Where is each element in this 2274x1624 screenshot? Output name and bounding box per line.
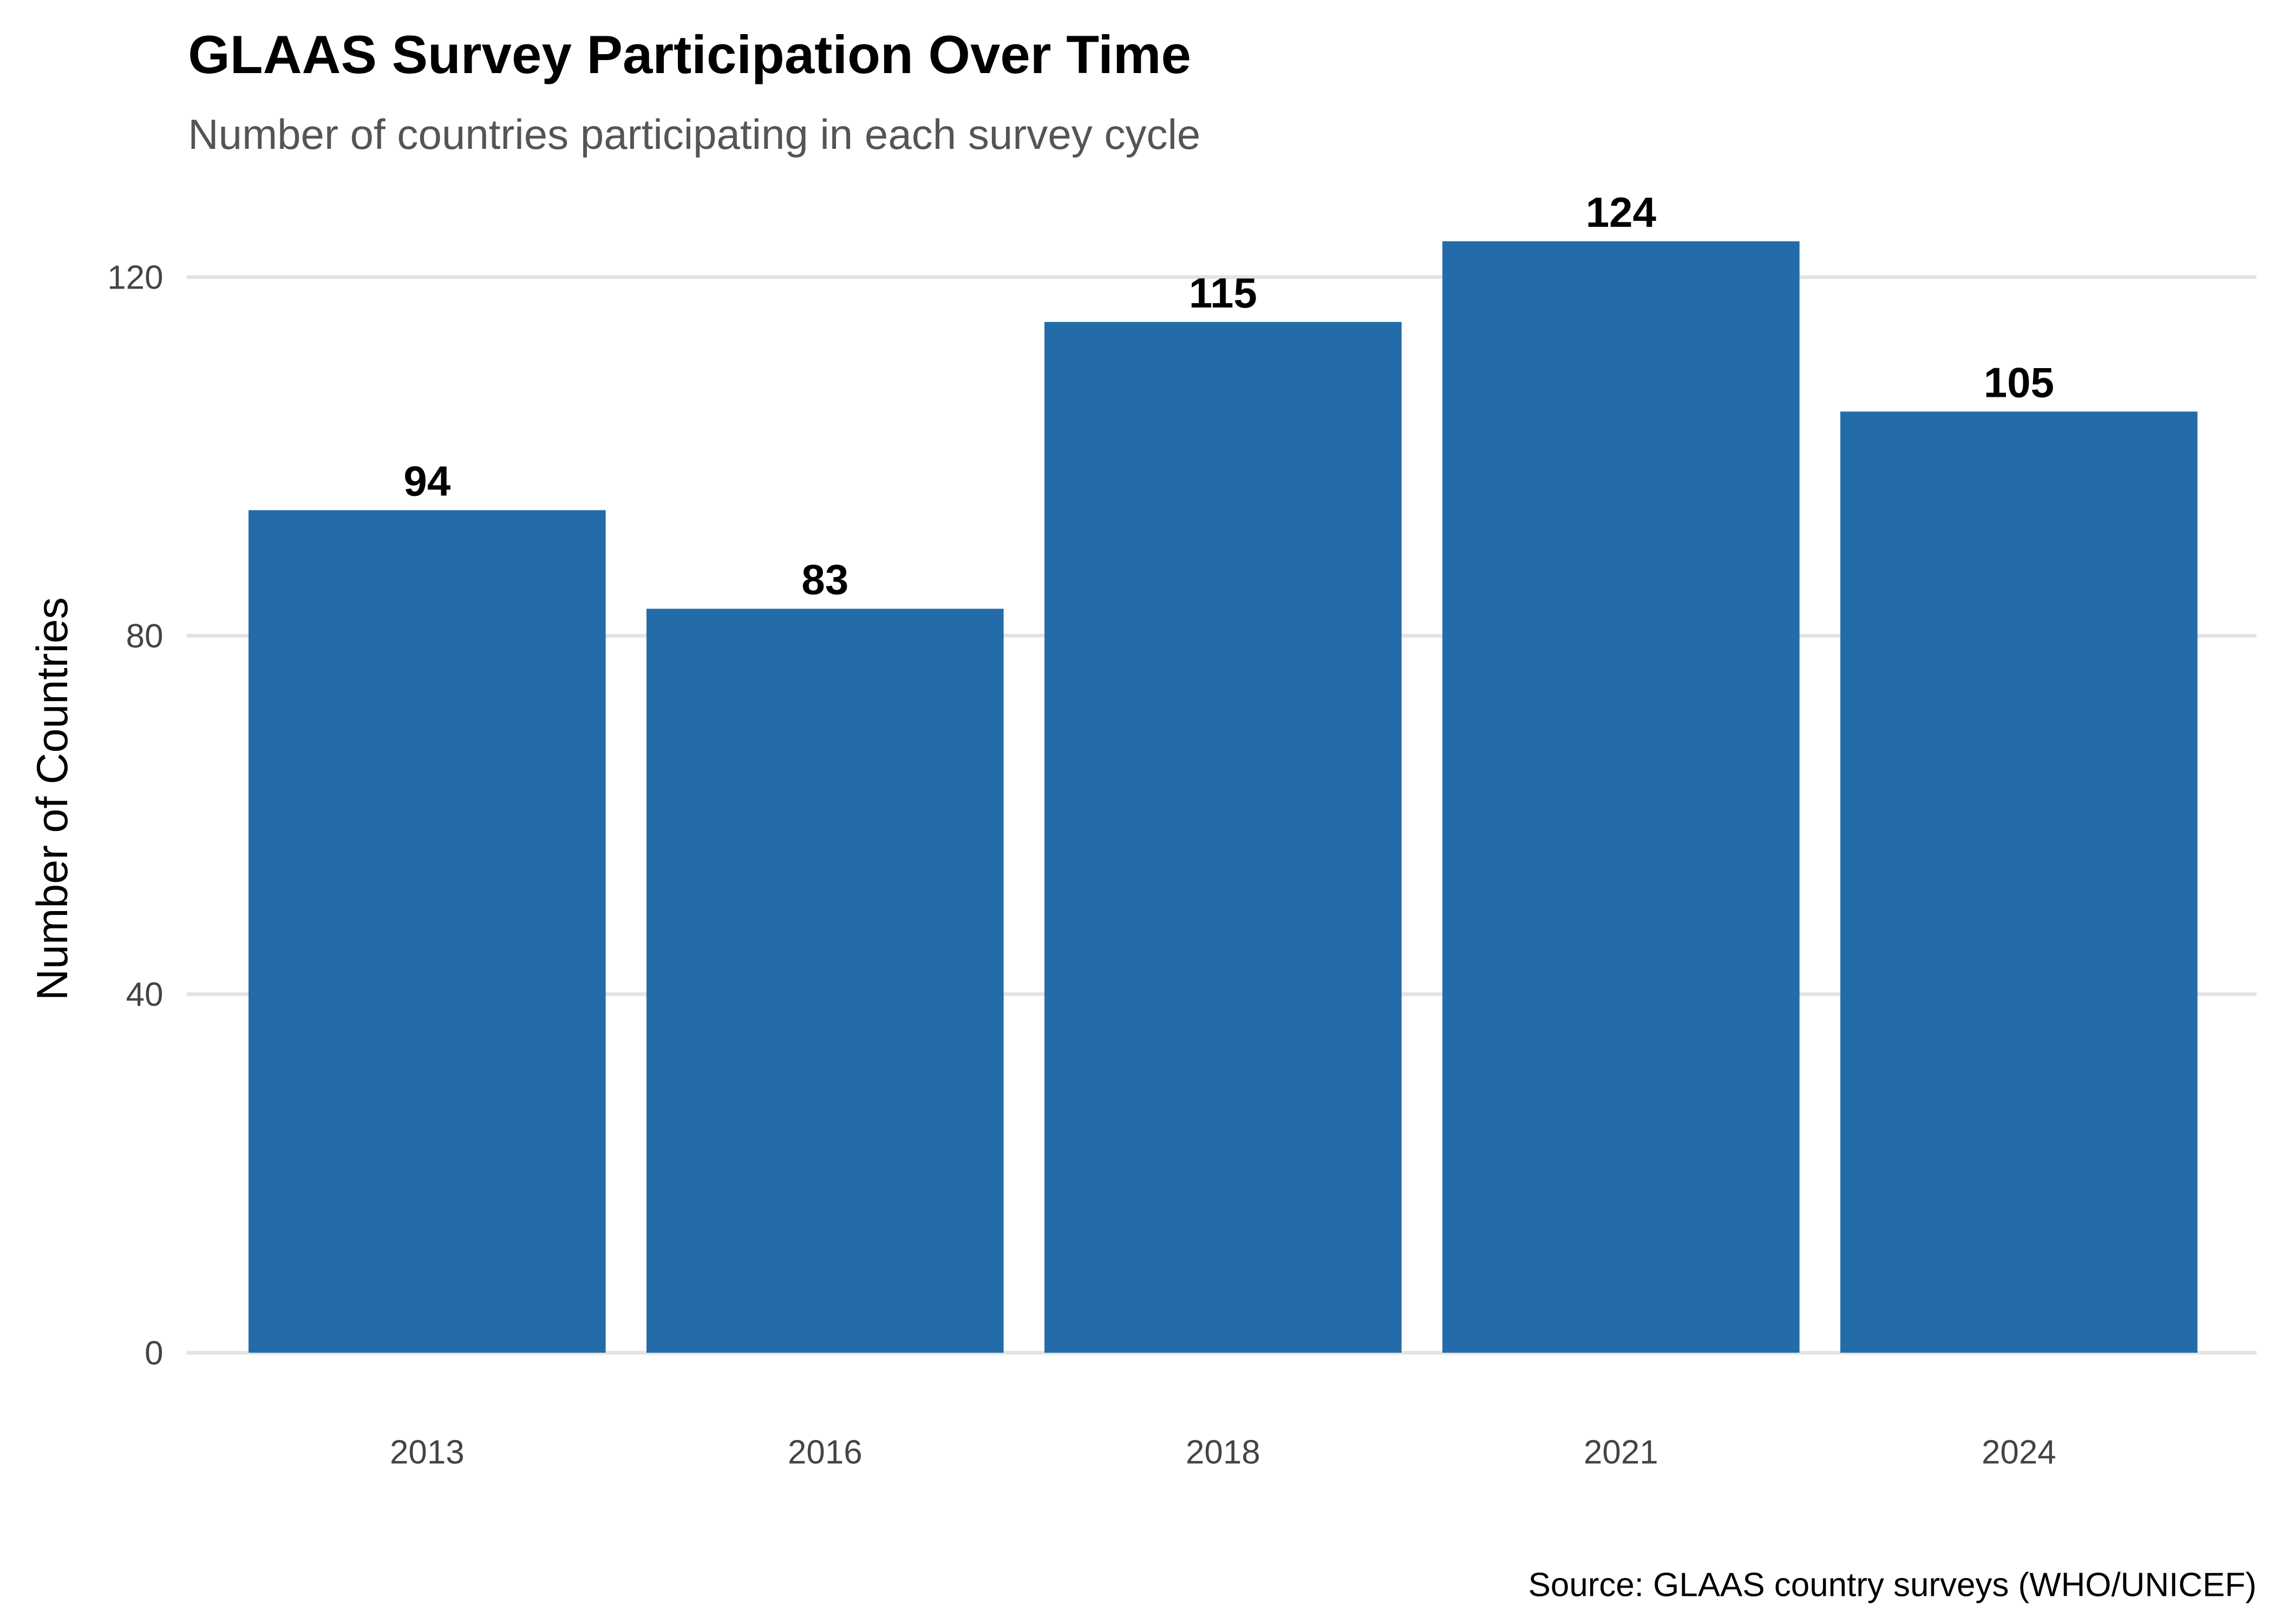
- x-tick-label: 2021: [1584, 1433, 1658, 1471]
- data-labels: 94 83 115 124 105: [403, 188, 2054, 604]
- data-label: 94: [403, 457, 450, 505]
- data-label: 83: [801, 556, 848, 604]
- y-tick-label: 120: [107, 259, 163, 296]
- x-axis-ticks: 2013 2016 2018 2021 2024: [390, 1433, 2056, 1471]
- x-tick-label: 2024: [1982, 1433, 2056, 1471]
- bars: [249, 241, 2198, 1353]
- data-label: 105: [1984, 358, 2054, 406]
- y-axis-ticks: 0 40 80 120: [107, 259, 163, 1372]
- x-tick-label: 2013: [390, 1433, 465, 1471]
- chart-title: GLAAS Survey Participation Over Time: [188, 25, 1191, 85]
- y-tick-label: 40: [126, 976, 164, 1013]
- chart-subtitle: Number of countries participating in eac…: [188, 110, 1200, 158]
- y-tick-label: 0: [145, 1334, 163, 1372]
- data-label: 124: [1586, 188, 1656, 236]
- source-caption: Source: GLAAS country surveys (WHO/UNICE…: [1528, 1566, 2257, 1603]
- x-tick-label: 2016: [788, 1433, 862, 1471]
- bar-2018: [1044, 322, 1402, 1353]
- bar-2024: [1840, 411, 2198, 1353]
- y-axis-label: Number of Countries: [28, 597, 77, 1000]
- y-tick-label: 80: [126, 618, 164, 655]
- x-tick-label: 2018: [1186, 1433, 1260, 1471]
- bar-2013: [249, 510, 606, 1353]
- data-label: 115: [1189, 269, 1257, 317]
- bar-2016: [646, 608, 1004, 1353]
- bar-2021: [1442, 241, 1800, 1353]
